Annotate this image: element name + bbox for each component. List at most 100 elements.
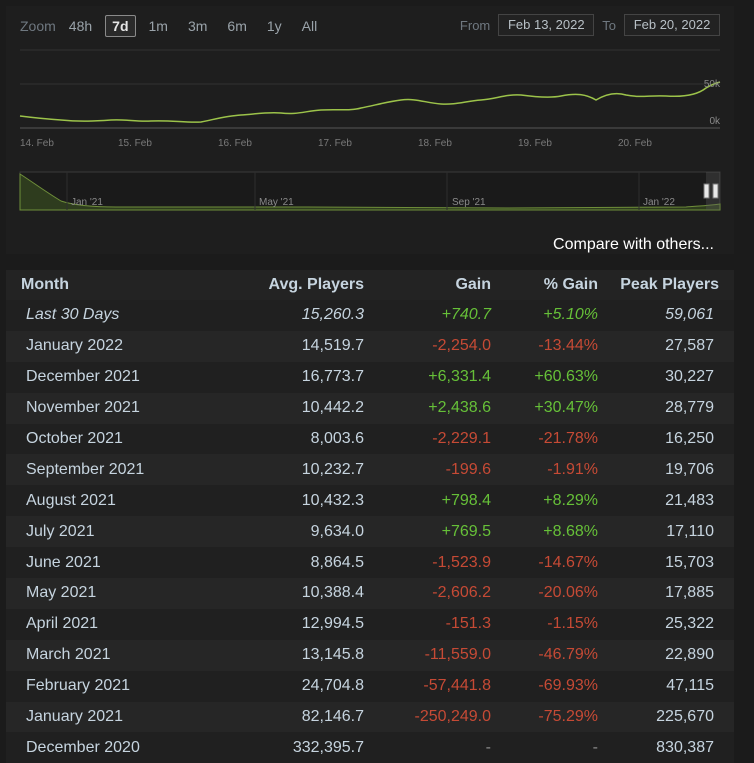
header-pct-gain[interactable]: % Gain	[495, 270, 602, 300]
table-header-row: Month Avg. Players Gain % Gain Peak Play…	[6, 270, 734, 300]
cell-avg-players: 8,003.6	[227, 423, 368, 455]
x-tick-17feb: 17. Feb	[318, 138, 352, 149]
cell-avg-players: 13,145.8	[227, 639, 368, 671]
cell-gain: -199.6	[368, 454, 495, 486]
nav-tick-may21: May '21	[259, 197, 294, 208]
cell-gain: -250,249.0	[368, 701, 495, 733]
cell-gain: +6,331.4	[368, 361, 495, 393]
table-row: July 2021 9,634.0 +769.5 +8.68% 17,110	[6, 516, 734, 548]
cell-month: December 2020	[6, 732, 227, 763]
cell-pct-gain: -21.78%	[495, 423, 602, 455]
cell-month: February 2021	[6, 670, 227, 702]
zoom-3m-button[interactable]: 3m	[187, 18, 208, 34]
cell-pct-gain: +5.10%	[495, 300, 602, 331]
cell-pct-gain: -69.93%	[495, 670, 602, 702]
cell-peak-players: 27,587	[602, 330, 734, 362]
x-tick-15feb: 15. Feb	[118, 138, 152, 149]
cell-month: May 2021	[6, 578, 227, 609]
cell-peak-players: 830,387	[602, 732, 734, 763]
table-row: September 2021 10,232.7 -199.6 -1.91% 19,706	[6, 454, 734, 486]
cell-pct-gain: -1.91%	[495, 454, 602, 486]
cell-month: September 2021	[6, 454, 227, 486]
cell-gain: -57,441.8	[368, 670, 495, 702]
cell-peak-players: 225,670	[602, 701, 734, 733]
zoom-48h-button[interactable]: 48h	[68, 18, 93, 34]
cell-avg-players: 10,432.3	[227, 485, 368, 517]
zoom-7d-button[interactable]: 7d	[105, 15, 136, 37]
table-row: January 2021 82,146.7 -250,249.0 -75.29% 225…	[6, 701, 734, 733]
table-row: May 2021 10,388.4 -2,606.2 -20.06% 17,885	[6, 578, 734, 609]
cell-month: April 2021	[6, 608, 227, 640]
cell-pct-gain: +30.47%	[495, 392, 602, 424]
header-avg-players[interactable]: Avg. Players	[227, 270, 368, 300]
cell-month: November 2021	[6, 392, 227, 424]
cell-gain: -1,523.9	[368, 547, 495, 579]
compare-link[interactable]: Compare with others...	[553, 236, 714, 253]
cell-pct-gain: +8.68%	[495, 516, 602, 548]
zoom-1y-button[interactable]: 1y	[266, 18, 282, 34]
cell-peak-players: 15,703	[602, 547, 734, 579]
from-date-input[interactable]: Feb 13, 2022	[498, 14, 595, 36]
y-tick-50k: 50k	[704, 79, 721, 90]
zoom-1m-button[interactable]: 1m	[148, 18, 168, 34]
cell-month: June 2021	[6, 547, 227, 579]
x-tick-19feb: 19. Feb	[518, 138, 552, 149]
cell-gain: -	[368, 732, 495, 763]
nav-tick-jan22: Jan '22	[643, 197, 675, 208]
player-count-line	[19, 81, 721, 123]
header-month[interactable]: Month	[6, 270, 227, 300]
cell-avg-players: 12,994.5	[227, 608, 368, 640]
navigator-right-handle[interactable]	[712, 183, 719, 199]
table-row: December 2021 16,773.7 +6,331.4 +60.63% 30,2…	[6, 361, 734, 393]
cell-month: August 2021	[6, 485, 227, 517]
navigator-frame	[19, 171, 721, 211]
cell-peak-players: 25,322	[602, 608, 734, 640]
cell-month: July 2021	[6, 516, 227, 548]
table-body: Last 30 Days 15,260.3 +740.7 +5.10% 59,061 Ja…	[6, 300, 734, 763]
x-tick-14feb: 14. Feb	[20, 138, 54, 149]
cell-month: January 2021	[6, 701, 227, 733]
cell-gain: +740.7	[368, 300, 495, 331]
cell-month: October 2021	[6, 423, 227, 455]
table-row: June 2021 8,864.5 -1,523.9 -14.67% 15,703	[6, 547, 734, 579]
cell-gain: +769.5	[368, 516, 495, 548]
cell-gain: -2,254.0	[368, 330, 495, 362]
zoom-6m-button[interactable]: 6m	[227, 18, 247, 34]
cell-peak-players: 21,483	[602, 485, 734, 517]
nav-tick-sep21: Sep '21	[452, 197, 486, 208]
cell-pct-gain: -20.06%	[495, 578, 602, 609]
cell-peak-players: 17,885	[602, 578, 734, 609]
cell-avg-players: 10,442.2	[227, 392, 368, 424]
table-row: Last 30 Days 15,260.3 +740.7 +5.10% 59,061	[6, 300, 734, 331]
cell-peak-players: 19,706	[602, 454, 734, 486]
table-row: November 2021 10,442.2 +2,438.6 +30.47% 28,7…	[6, 392, 734, 424]
player-stats-table: Month Avg. Players Gain % Gain Peak Play…	[6, 270, 734, 763]
cell-pct-gain: -46.79%	[495, 639, 602, 671]
cell-avg-players: 14,519.7	[227, 330, 368, 362]
cell-avg-players: 16,773.7	[227, 361, 368, 393]
cell-avg-players: 10,232.7	[227, 454, 368, 486]
cell-pct-gain: +8.29%	[495, 485, 602, 517]
header-gain[interactable]: Gain	[368, 270, 495, 300]
zoom-all-button[interactable]: All	[301, 18, 318, 34]
navigator-left-handle[interactable]	[703, 183, 710, 199]
cell-avg-players: 15,260.3	[227, 300, 368, 331]
to-label: To	[602, 17, 616, 33]
cell-gain: -2,229.1	[368, 423, 495, 455]
to-date-input[interactable]: Feb 20, 2022	[624, 14, 720, 36]
cell-avg-players: 9,634.0	[227, 516, 368, 548]
cell-avg-players: 332,395.7	[227, 732, 368, 763]
y-tick-0k: 0k	[709, 116, 721, 127]
cell-avg-players: 10,388.4	[227, 578, 368, 609]
header-peak-players[interactable]: Peak Players	[602, 270, 734, 300]
table-row: January 2022 14,519.7 -2,254.0 -13.44% 27,58…	[6, 330, 734, 362]
cell-gain: -151.3	[368, 608, 495, 640]
table-row: August 2021 10,432.3 +798.4 +8.29% 21,483	[6, 485, 734, 517]
cell-month: December 2021	[6, 361, 227, 393]
cell-peak-players: 59,061	[602, 300, 734, 331]
cell-month: March 2021	[6, 639, 227, 671]
cell-peak-players: 16,250	[602, 423, 734, 455]
cell-avg-players: 24,704.8	[227, 670, 368, 702]
cell-peak-players: 28,779	[602, 392, 734, 424]
cell-peak-players: 22,890	[602, 639, 734, 671]
